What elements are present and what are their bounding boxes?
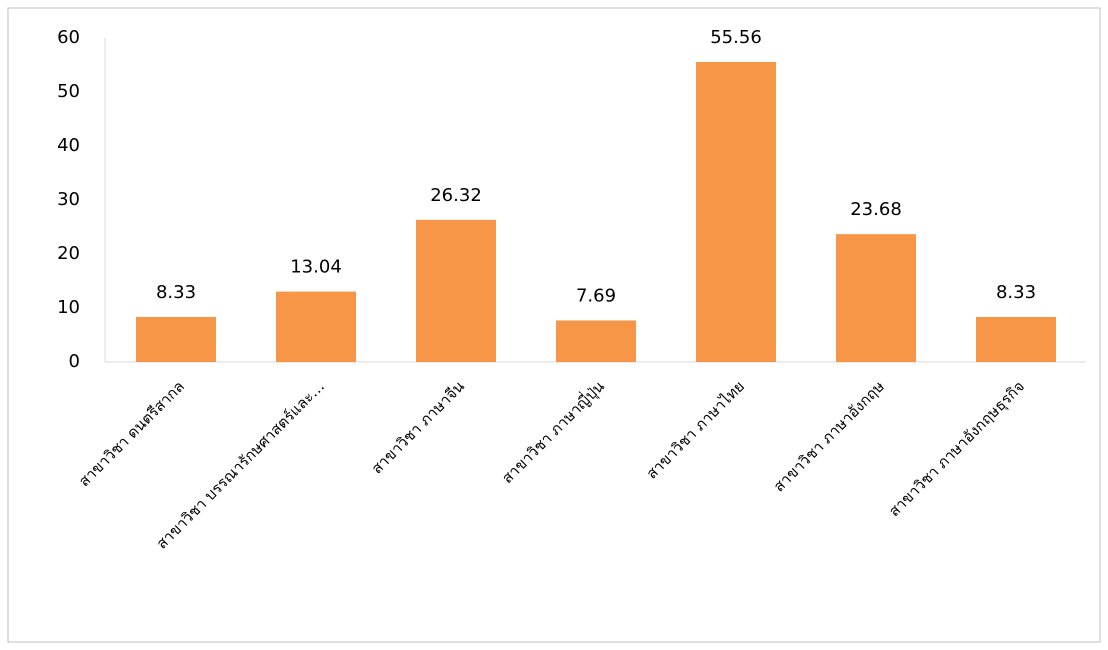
value-label: 13.04 <box>290 257 342 278</box>
value-label: 8.33 <box>156 282 196 303</box>
y-tick-label: 10 <box>57 297 80 318</box>
value-label: 55.56 <box>710 27 762 48</box>
value-label: 26.32 <box>430 185 482 206</box>
bar <box>696 61 776 362</box>
y-tick-label: 50 <box>57 81 80 102</box>
bar <box>836 234 916 362</box>
bar <box>136 317 216 362</box>
y-tick-label: 60 <box>57 27 80 48</box>
value-label: 8.33 <box>996 282 1036 303</box>
bar <box>416 219 496 362</box>
bar <box>976 317 1056 362</box>
y-tick-label: 30 <box>57 189 80 210</box>
bar <box>276 291 356 362</box>
bar <box>556 320 636 362</box>
value-label: 7.69 <box>576 285 616 306</box>
y-tick-label: 0 <box>69 351 80 372</box>
y-tick-label: 40 <box>57 135 80 156</box>
y-tick-label: 20 <box>57 243 80 264</box>
value-label: 23.68 <box>850 199 902 220</box>
